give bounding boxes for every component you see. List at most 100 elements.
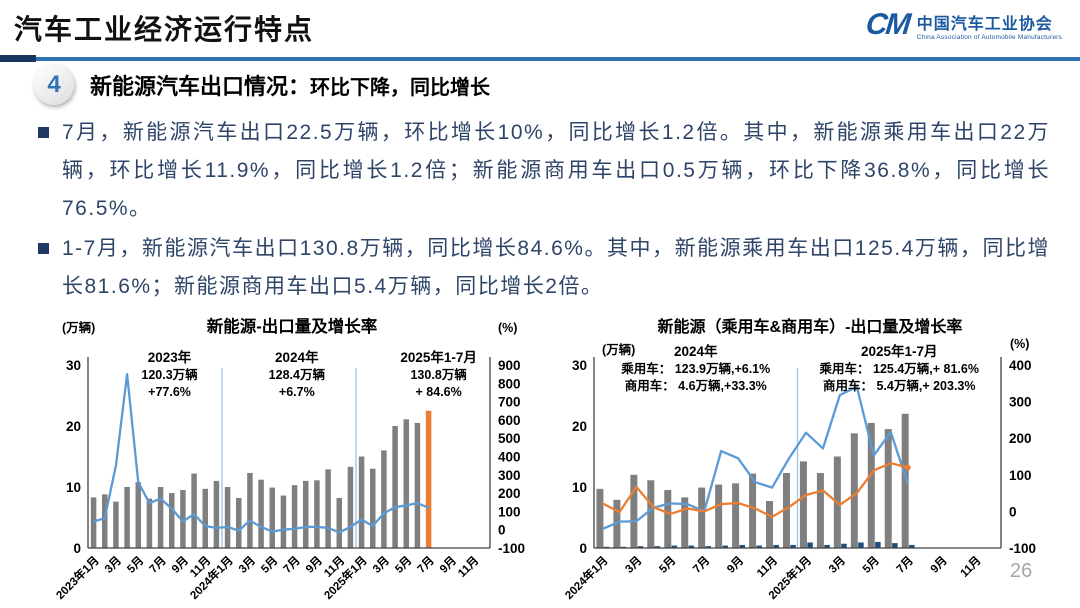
right-tick-label: 200 (1009, 431, 1032, 446)
x-tick-label: 3月 (826, 554, 848, 576)
chart-annotation: +6.7% (279, 385, 315, 399)
bar (688, 545, 695, 548)
bar (807, 542, 813, 548)
nev-pv-cv-export-chart: 新能源（乘用车&商用车）-出口量及增长率 (万辆) (%) 0 10 20 30 -100 0 1… (560, 312, 1080, 608)
bar (722, 545, 729, 548)
bar (347, 466, 354, 548)
chart-annotation: 2025年1-7月 (400, 349, 477, 365)
right-tick-label: -100 (498, 541, 525, 556)
bar (191, 473, 197, 548)
bar (756, 545, 762, 548)
bar (671, 545, 678, 548)
bar (698, 487, 706, 548)
bar (213, 480, 220, 548)
chart-annotation: 2023年 (148, 349, 192, 365)
x-tick-label: 7月 (281, 554, 303, 576)
x-tick-label: 9月 (437, 554, 459, 576)
bar (224, 487, 231, 548)
bar (705, 546, 712, 548)
section-header: 4 新能源汽车出口情况： 环比下降，同比增长 (34, 64, 490, 106)
bar (782, 472, 790, 548)
right-axis-unit: (%) (1010, 337, 1029, 351)
bar (841, 543, 847, 548)
bar (269, 487, 275, 548)
left-tick-label: 20 (66, 419, 81, 434)
bar (236, 497, 242, 548)
bar (113, 501, 119, 548)
chart-annotation: 130.8万辆 (410, 367, 467, 382)
bar (850, 433, 858, 548)
caam-logo: CM 中国汽车工业协会 China Association of Automob… (864, 8, 1062, 42)
x-tick-label: 3月 (236, 554, 258, 576)
chart-annotation: +77.6% (148, 385, 191, 399)
bar (403, 419, 409, 548)
bar (824, 544, 830, 548)
x-tick-label: 3月 (370, 554, 392, 576)
bullet-text: 1-7月，新能源汽车出口130.8万辆，同比增长84.6%。其中，新能源乘用车出… (62, 237, 1050, 298)
left-tick-label: 30 (572, 358, 587, 373)
caam-logo-name-cn: 中国汽车工业协会 (916, 15, 1053, 33)
bar (596, 488, 604, 548)
x-tick-label: 11月 (958, 554, 984, 580)
bar (425, 410, 432, 548)
right-tick-label: 400 (498, 450, 521, 465)
header-divider-cap (0, 55, 36, 62)
page-title: 汽车工业经济运行特点 (14, 14, 315, 45)
right-tick-label: 300 (498, 468, 521, 483)
bar (664, 490, 672, 548)
bar (180, 490, 186, 548)
x-tick-label: 7月 (690, 554, 712, 576)
growth-line (601, 461, 909, 519)
bar (884, 429, 892, 548)
left-tick-label: 10 (66, 480, 81, 495)
bar (90, 497, 97, 548)
left-axis-unit: (万辆) (62, 320, 95, 335)
x-tick-label: 5月 (259, 554, 281, 576)
caam-logo-name-en: China Association of Automobile Manufact… (916, 33, 1062, 41)
bar (773, 544, 779, 548)
chart-title: 新能源（乘用车&商用车）-出口量及增长率 (658, 317, 963, 336)
bullet-item-jan-july: 1-7月，新能源汽车出口130.8万辆，同比增长84.6%。其中，新能源乘用车出… (38, 230, 1050, 306)
right-tick-label: 100 (1009, 468, 1032, 483)
x-tick-label: 7月 (415, 554, 437, 576)
chart-annotation: 2025年1-7月 (861, 343, 938, 359)
bar (202, 488, 208, 548)
bar (157, 487, 164, 548)
right-tick-label: -100 (1009, 541, 1036, 556)
x-tick-label: 5月 (393, 554, 415, 576)
left-tick-label: 30 (66, 358, 81, 373)
x-tick-label: 3月 (102, 554, 124, 576)
bar (637, 546, 644, 548)
x-tick-label: 2024年1月 (562, 553, 611, 602)
x-tick-label: 5月 (860, 554, 882, 576)
bar (135, 482, 141, 548)
bar (303, 480, 309, 548)
right-tick-label: 400 (1009, 358, 1032, 373)
right-tick-label: 0 (498, 523, 506, 538)
x-tick-label: 11月 (455, 554, 481, 580)
right-tick-label: 700 (498, 395, 521, 410)
bar (647, 480, 655, 548)
bar (102, 494, 108, 548)
right-tick-label: 500 (498, 431, 521, 446)
bar (124, 487, 130, 548)
bullet-item-july: 7月，新能源汽车出口22.5万辆，环比增长10%，同比增长1.2倍。其中，新能源… (38, 114, 1050, 228)
x-tick-label: 3月 (623, 554, 645, 576)
bar (247, 472, 253, 548)
bar (799, 461, 807, 548)
bar (169, 493, 175, 548)
caam-logo-mark-icon: CM (864, 8, 911, 41)
left-tick-label: 0 (73, 541, 81, 556)
chart-annotation: 乘用车： 123.9万辆,+6.1% (620, 361, 770, 376)
bar (291, 485, 298, 548)
chart-annotation: 2024年 (674, 343, 718, 359)
chart-canvas: 新能源-出口量及增长率 (万辆) (%) 0 10 20 30 -100 0 100 200 300 4… (53, 316, 525, 602)
bullet-list: 7月，新能源汽车出口22.5万辆，环比增长10%，同比增长1.2倍。其中，新能源… (38, 114, 1050, 308)
chart-annotation: 乘用车： 125.4万辆,+ 81.6% (819, 361, 979, 376)
chart-annotation: 商用车： 5.4万辆,+ 203.3% (823, 378, 976, 393)
chart-annotation: 商用车： 4.6万辆,+33.3% (625, 378, 767, 393)
chart-annotation: 2024年 (275, 349, 319, 365)
bar (739, 544, 745, 548)
x-tick-label: 5月 (125, 554, 147, 576)
bullet-square-icon (38, 243, 49, 254)
